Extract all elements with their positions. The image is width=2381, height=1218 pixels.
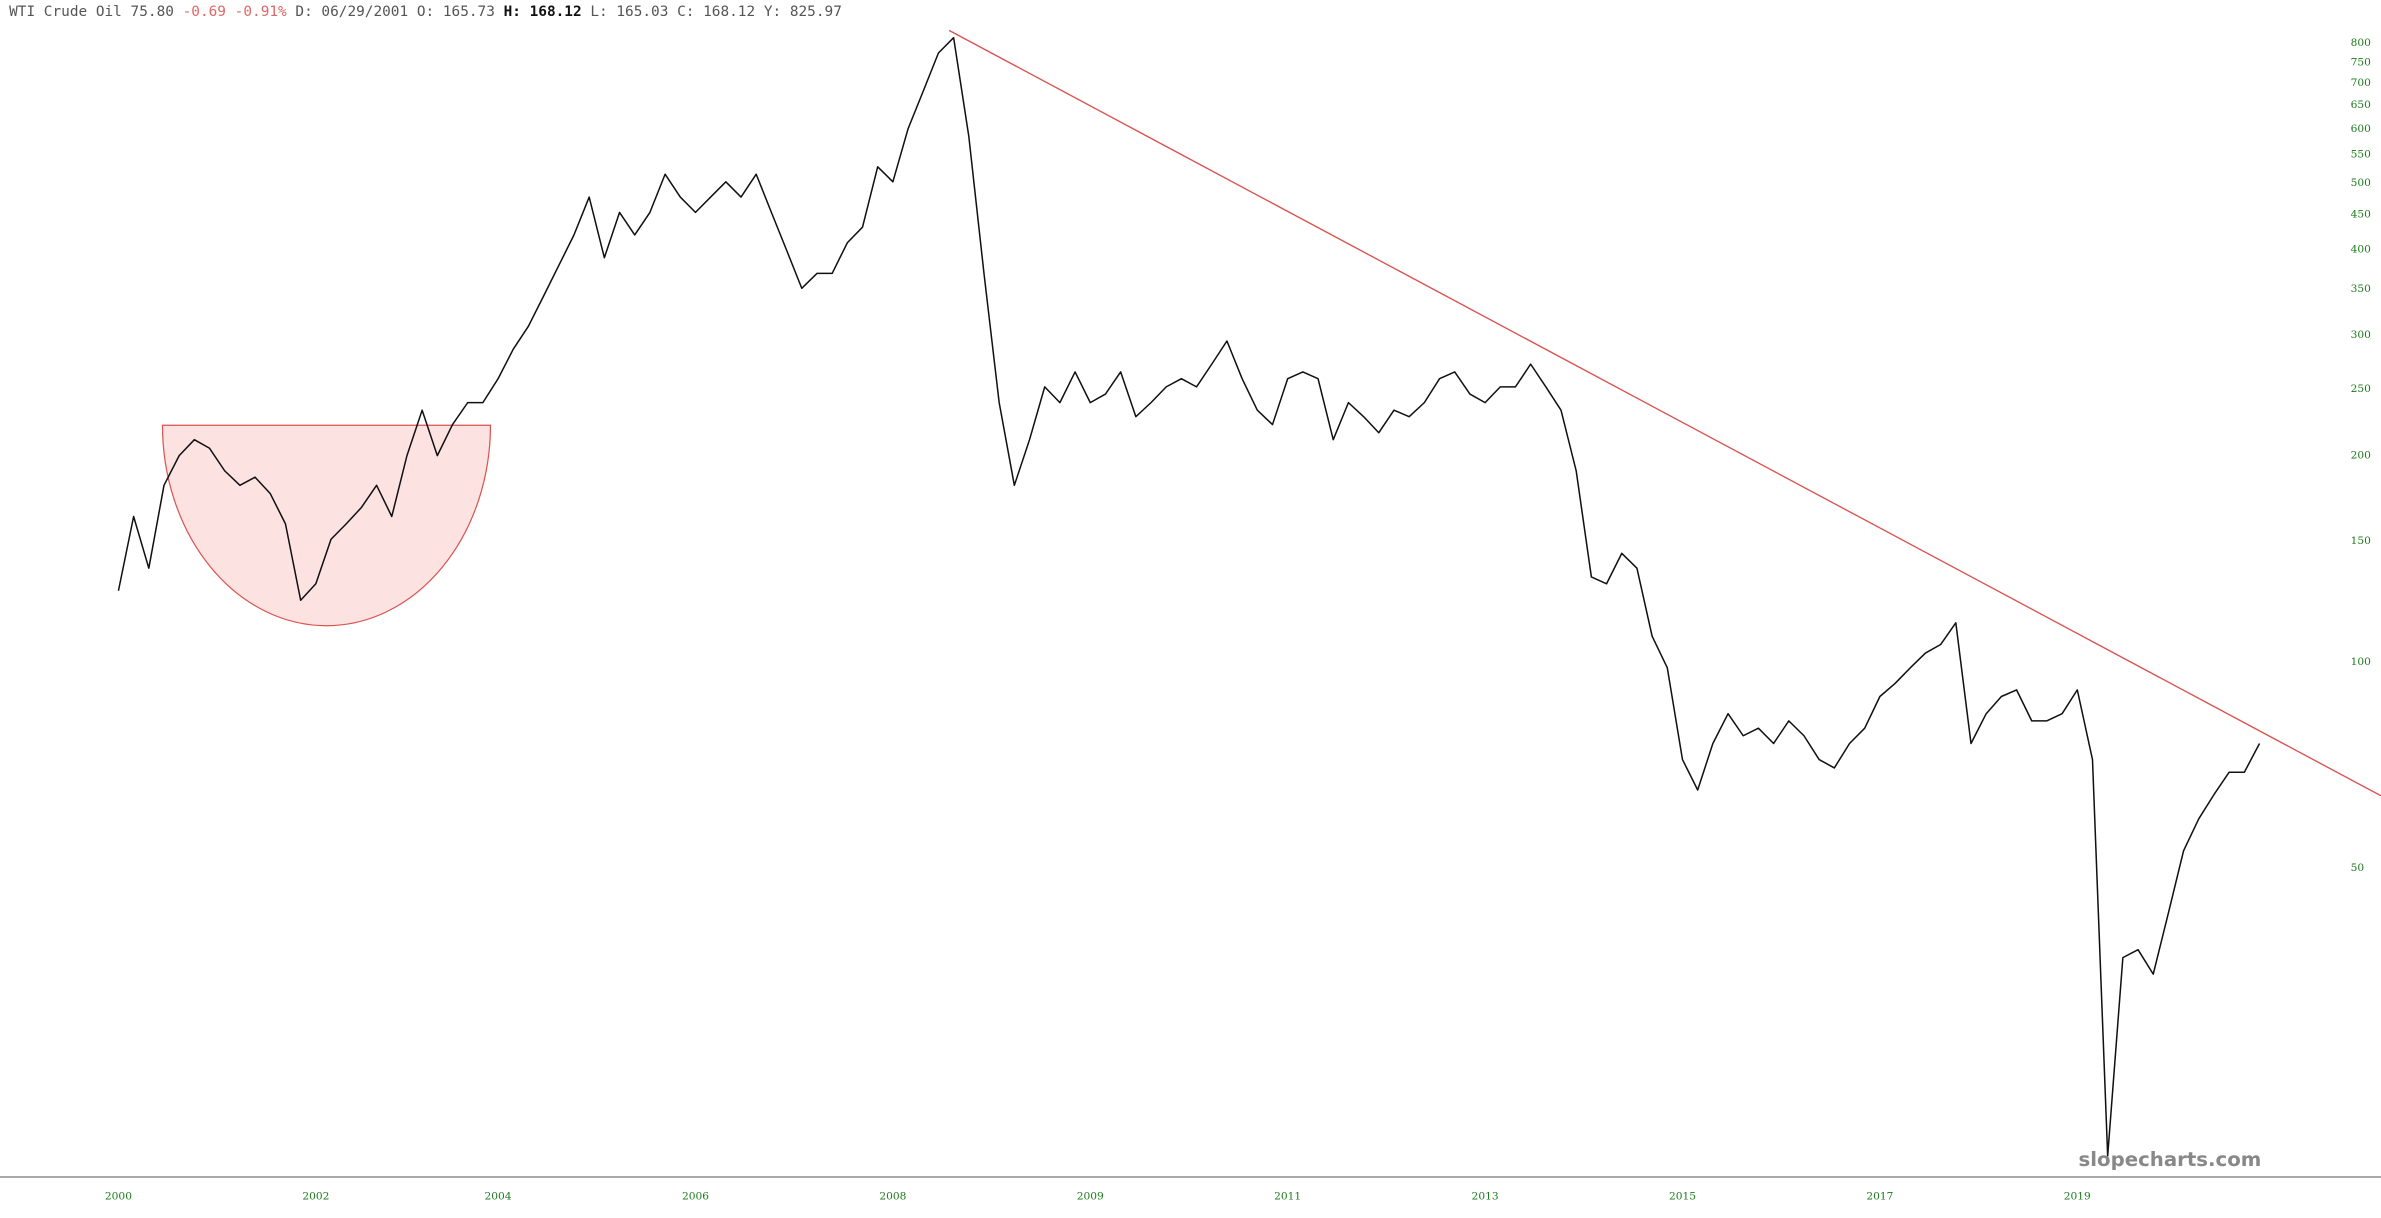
- y-tick-label: 500: [2351, 176, 2372, 189]
- y-tick-label: 150: [2351, 534, 2372, 547]
- y-tick-label: 600: [2351, 122, 2372, 135]
- y-tick-label: 250: [2351, 382, 2372, 395]
- x-tick-label: 2019: [2064, 1190, 2091, 1203]
- x-tick-label: 2013: [1472, 1190, 1499, 1203]
- y-tick-label: 200: [2351, 449, 2372, 462]
- x-tick-label: 2015: [1669, 1190, 1696, 1203]
- open: O: 165.73: [417, 4, 495, 20]
- y-tick-label: 450: [2351, 207, 2372, 220]
- year: Y: 825.97: [764, 4, 842, 20]
- x-tick-label: 2011: [1274, 1190, 1301, 1203]
- y-tick-label: 50: [2351, 861, 2365, 874]
- x-tick-label: 2009: [1077, 1190, 1104, 1203]
- low: L: 165.03: [590, 4, 668, 20]
- y-tick-label: 550: [2351, 148, 2372, 161]
- y-tick-label: 700: [2351, 76, 2372, 89]
- change: -0.69: [183, 4, 226, 20]
- trend-line: [948, 29, 2381, 797]
- y-tick-label: 750: [2351, 55, 2372, 68]
- y-tick-label: 350: [2351, 282, 2372, 295]
- x-tick-label: 2000: [105, 1190, 132, 1203]
- instrument: WTI Crude Oil: [9, 4, 122, 20]
- y-tick-label: 300: [2351, 328, 2372, 341]
- y-tick-label: 650: [2351, 98, 2372, 111]
- y-tick-label: 800: [2351, 36, 2372, 49]
- watermark: slopecharts.com: [2078, 1148, 2261, 1171]
- x-tick-label: 2006: [682, 1190, 709, 1203]
- price-line: [117, 36, 2261, 1157]
- change-percent: -0.91%: [235, 4, 287, 20]
- x-tick-label: 2017: [1866, 1190, 1893, 1203]
- date: D: 06/29/2001: [295, 4, 408, 20]
- x-tick-label: 2008: [879, 1190, 906, 1203]
- y-tick-label: 100: [2351, 655, 2372, 668]
- cup-annotation: [161, 424, 492, 627]
- x-tick-label: 2004: [485, 1190, 512, 1203]
- y-tick-label: 400: [2351, 242, 2372, 255]
- header: WTI Crude Oil 75.80 -0.69 -0.91% D: 06/2…: [9, 4, 842, 20]
- last-price: 75.80: [131, 4, 174, 20]
- x-tick-label: 2002: [302, 1190, 329, 1203]
- high: H: 168.12: [504, 4, 582, 20]
- close: C: 168.12: [677, 4, 755, 20]
